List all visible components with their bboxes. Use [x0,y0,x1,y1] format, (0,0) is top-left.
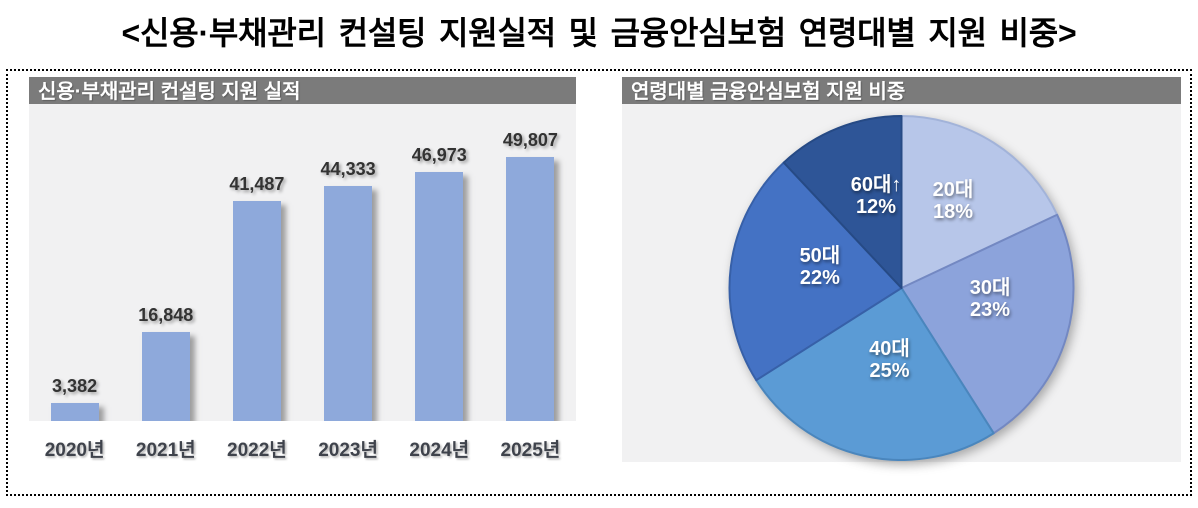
bar-chart-title: 신용·부채관리 컨설팅 지원 실적 [38,81,301,103]
bar-chart-header: 신용·부채관리 컨설팅 지원 실적 [29,77,576,104]
pie-slice-name-label: 60대↑ [850,174,902,197]
pie-label-50대: 50대 22% [800,245,841,289]
bar [232,201,281,421]
pie-slice-20대 [900,115,1059,289]
bar [415,172,464,421]
pie-slice-name-label: 40대 [869,338,910,361]
bar-slot-2023년: 44,333 [303,104,394,421]
bar-chart-x-axis: 2020년 2021년 2022년 2023년 2024년 2025년 [29,421,576,461]
bar [50,403,99,421]
bar-slot-2025년: 49,807 [485,104,576,421]
pie-slice-name-label: 20대 [932,178,974,201]
pie-chart-title: 연령대별 금융안심보험 지원 비중 [631,81,906,103]
pie-slice-name-label: 30대 [969,277,1011,300]
pie-chart-plot-area: 20대 18% 30대 23% 40대 25% 50대 22% 60대↑ 12% [622,104,1181,462]
pie-slice-60대↑ [782,115,903,289]
bar-chart-panel: 신용·부채관리 컨설팅 지원 실적 3,382 16,848 41,487 44,33… [29,77,576,461]
pie-slice-percent-label: 23% [970,299,1011,322]
dotted-border-box [6,69,1192,496]
bar [324,186,373,421]
pie-label-40대: 40대 25% [869,338,910,382]
bar [506,157,555,421]
bar-slot-2021년: 16,848 [120,104,211,421]
x-axis-label: 2021년 [135,440,196,461]
bar [141,332,190,421]
page-title: <신용·부채관리 컨설팅 지원실적 및 금융안심보험 연령대별 지원 비중> [121,15,1077,51]
x-axis-label: 2024년 [409,440,470,461]
pie-slice-percent-label: 18% [932,200,973,223]
pie-svg [728,115,1075,461]
pie-svg-container: 20대 18% 30대 23% 40대 25% 50대 22% 60대↑ 12% [622,104,1181,462]
pie-slice-percent-label: 22% [799,266,840,289]
bar-slot-2022년: 41,487 [211,104,302,421]
bar-value-label: 44,333 [320,159,376,179]
x-axis-label: 2020년 [44,440,105,461]
pie-label-20대: 20대 18% [933,179,974,223]
x-axis-label: 2023년 [318,440,378,461]
pie-label-60대↑: 60대↑ 12% [851,174,902,218]
pie-slice-30대 [900,213,1075,435]
pie-label-30대: 30대 23% [970,277,1011,321]
x-axis-label: 2025년 [500,440,561,461]
bar-value-label: 16,848 [138,305,194,325]
x-axis-label: 2022년 [227,440,287,461]
bar-slot-2024년: 46,973 [394,104,485,421]
bar-value-label: 41,487 [229,174,285,194]
pie-chart-panel: 연령대별 금융안심보험 지원 비중 20대 18% 30대 23% 40대 25% 50대 2… [622,77,1181,462]
pie-chart-header: 연령대별 금융안심보험 지원 비중 [622,77,1181,104]
pie-slice-50대 [728,161,903,382]
bar-value-label: 49,807 [502,130,558,150]
bar-chart-plot-area: 3,382 16,848 41,487 44,333 46,973 49,807 [29,104,576,421]
bar-value-label: 3,382 [52,376,98,396]
pie-slice-40대 [755,287,995,461]
pie-slice-name-label: 50대 [799,244,841,267]
pie-slice-percent-label: 25% [869,360,910,383]
pie-slice-percent-label: 12% [856,196,897,219]
bar-value-label: 46,973 [411,145,467,165]
bar-slot-2020년: 3,382 [29,104,120,421]
